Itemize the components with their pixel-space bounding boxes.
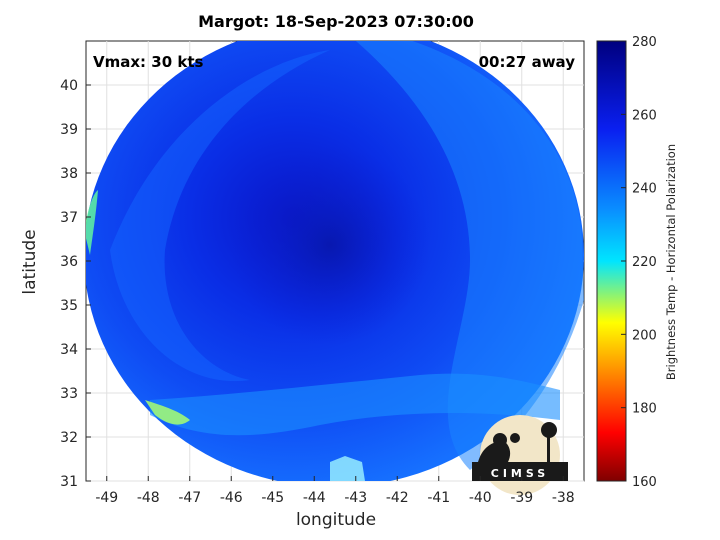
colorbar-tick-label: 240 — [632, 182, 657, 197]
x-tick-label: -47 — [178, 490, 201, 506]
y-tick-label: 37 — [60, 210, 78, 226]
y-tick-label: 39 — [60, 122, 78, 138]
time-away-label: 00:27 away — [478, 53, 575, 71]
x-tick-label: -44 — [303, 490, 326, 506]
y-tick-label: 36 — [60, 254, 78, 270]
colorbar-tick-label: 280 — [632, 35, 657, 50]
x-tick-label: -39 — [510, 490, 533, 506]
microwave-swath — [86, 41, 584, 481]
vmax-label: Vmax: 30 kts — [93, 53, 204, 71]
logo-text: CIMSS — [491, 467, 549, 480]
x-tick-label: -45 — [261, 490, 284, 506]
colorbar-tick-label: 160 — [632, 475, 657, 490]
x-tick-label: -42 — [386, 490, 409, 506]
x-tick-label: -40 — [469, 490, 492, 506]
x-tick-label: -41 — [427, 490, 450, 506]
x-tick-label: -43 — [344, 490, 367, 506]
y-tick-label: 32 — [60, 430, 78, 446]
y-tick-label: 40 — [60, 78, 78, 94]
y-tick-label: 34 — [60, 342, 78, 358]
x-tick-label: -38 — [552, 490, 575, 506]
colorbar-tick-label: 180 — [632, 402, 657, 417]
y-tick-label: 38 — [60, 166, 78, 182]
colorbar-tick-label: 260 — [632, 108, 657, 123]
figure-title: Margot: 18-Sep-2023 07:30:00 — [198, 12, 474, 31]
x-axis-ticks: -49 -48 -47 -46 -45 -44 -43 -42 -41 -40 -39 -38 — [95, 476, 575, 506]
y-tick-label: 35 — [60, 298, 78, 314]
colorbar-label: Brightness Temp - Horizontal Polarizatio… — [664, 143, 678, 381]
x-tick-label: -49 — [95, 490, 118, 506]
y-axis-ticks: 31 32 33 34 35 36 37 38 39 40 — [60, 78, 91, 490]
colorbar-tick-label: 200 — [632, 328, 657, 343]
x-axis-label: longitude — [295, 510, 377, 530]
x-tick-label: -48 — [137, 490, 160, 506]
colorbar-ticks: 160 180 200 220 240 260 280 — [621, 35, 657, 490]
y-axis-label: latitude — [20, 229, 40, 295]
x-tick-label: -46 — [220, 490, 243, 506]
cimss-logo: CIMSS — [472, 415, 568, 495]
colorbar-tick-label: 220 — [632, 255, 657, 270]
y-tick-label: 33 — [60, 386, 78, 402]
y-tick-label: 31 — [60, 474, 78, 490]
